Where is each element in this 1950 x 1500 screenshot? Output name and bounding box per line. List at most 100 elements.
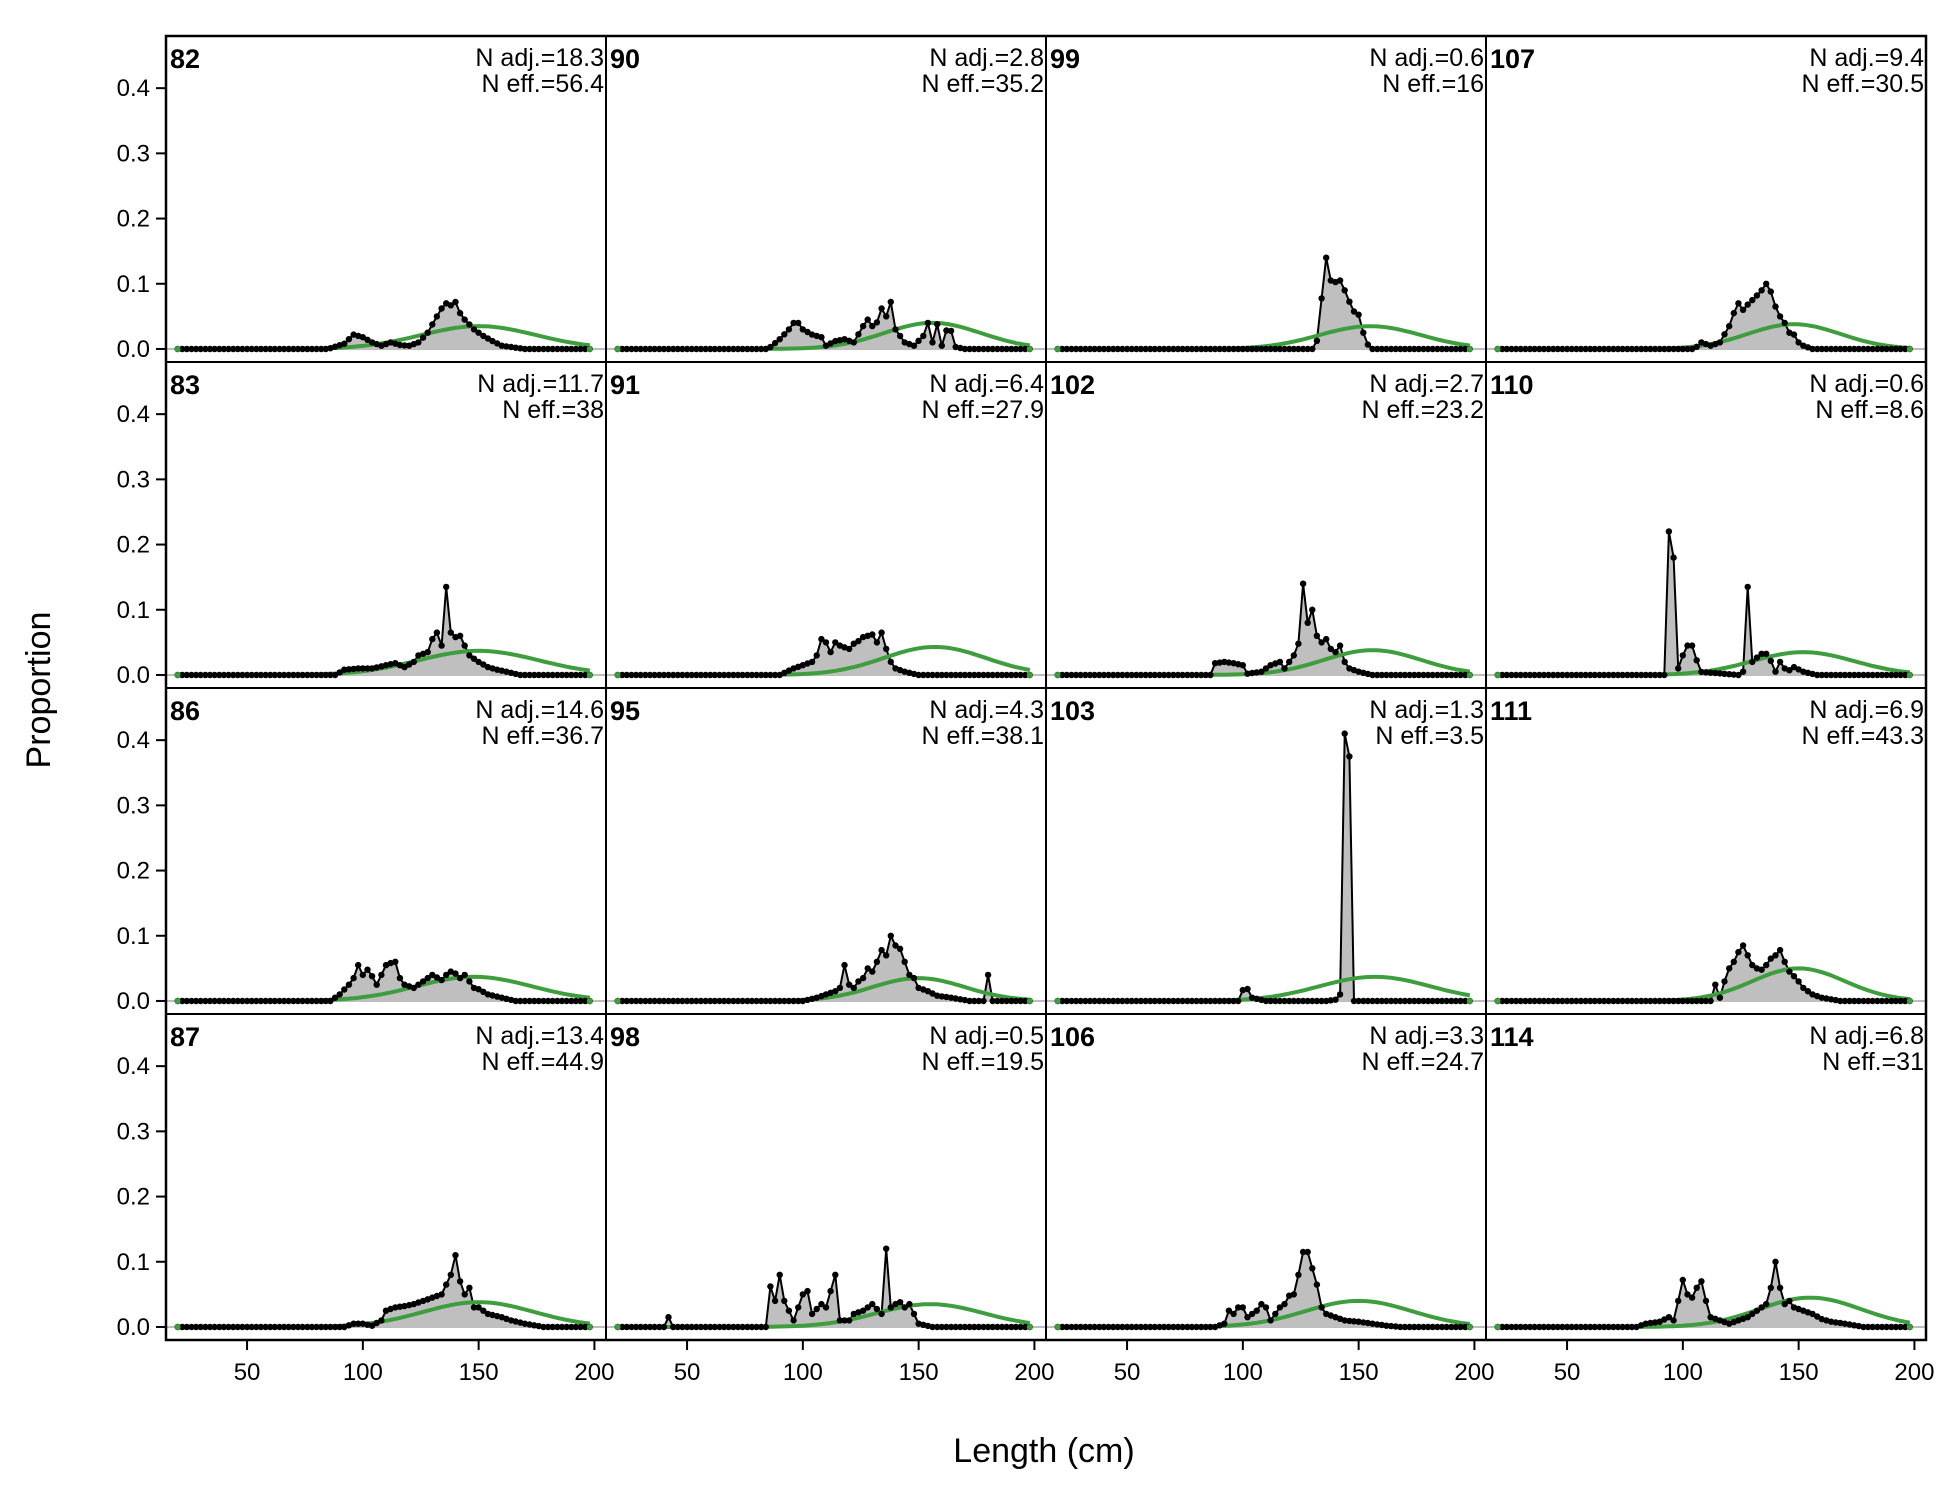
observed-point: [1739, 306, 1747, 313]
observed-point: [646, 1323, 654, 1331]
observed-point: [1512, 997, 1520, 1005]
observed-point: [1772, 668, 1779, 675]
observed-point: [1874, 997, 1881, 1005]
observed-point: [1346, 753, 1353, 760]
n-adj-label: N adj.=6.9: [1809, 696, 1924, 724]
observed-point: [1568, 1323, 1575, 1331]
observed-point: [748, 345, 756, 353]
observed-point: [1221, 1320, 1228, 1327]
observed-point: [1684, 1291, 1691, 1298]
observed-point: [1100, 1323, 1108, 1331]
observed-point: [1424, 1323, 1432, 1331]
observed-point: [1679, 997, 1687, 1005]
observed-point: [1063, 671, 1071, 679]
observed-point: [243, 1323, 251, 1331]
observed-point: [1651, 671, 1659, 679]
expected-point: [1494, 1324, 1501, 1330]
observed-point: [1841, 671, 1849, 679]
observed-point: [734, 1323, 742, 1331]
observed-point: [665, 671, 672, 679]
observed-point: [1239, 662, 1247, 669]
y-tick-label: 0.3: [117, 140, 150, 167]
observed-point: [225, 671, 232, 679]
expected-point: [174, 1324, 181, 1330]
observed-point: [1795, 978, 1802, 985]
observed-point: [1156, 671, 1163, 679]
observed-point: [1420, 345, 1427, 353]
observed-point: [1753, 292, 1761, 299]
panel-102: 102 N adj.=2.7N eff.=23.2: [1045, 361, 1487, 689]
observed-point: [674, 1323, 681, 1331]
observed-point: [1374, 997, 1381, 1005]
y-axis-ticks: 0.0 0.1 0.2 0.3 0.4 0.0 0.1 0.2 0.3 0.4 0.0 0.1 0.2 0…: [117, 75, 166, 1341]
observed-point: [1888, 671, 1895, 679]
observed-point: [832, 1271, 839, 1279]
observed-point: [943, 671, 950, 679]
observed-point: [452, 1252, 459, 1259]
observed-point: [1883, 1323, 1890, 1331]
observed-point: [239, 997, 246, 1005]
observed-point: [1174, 997, 1182, 1005]
observed-point: [1827, 671, 1835, 679]
expected-point: [586, 346, 593, 352]
observed-point: [1151, 997, 1159, 1005]
observed-point: [461, 316, 468, 323]
observed-point: [350, 1320, 357, 1327]
observed-point: [1767, 657, 1775, 664]
observed-point: [758, 997, 765, 1005]
observed-point: [1795, 339, 1802, 346]
observed-point: [248, 997, 255, 1005]
observed-point: [943, 327, 950, 334]
observed-point: [1003, 997, 1010, 1005]
panel-label: 98: [610, 1022, 640, 1052]
observed-point: [1600, 345, 1608, 353]
n-adj-label: N adj.=6.8: [1809, 1022, 1924, 1050]
observed-point: [1360, 997, 1367, 1005]
observed-point: [679, 997, 686, 1005]
observed-point: [697, 1323, 705, 1331]
observed-point: [984, 971, 992, 979]
panel-label: 114: [1490, 1022, 1534, 1052]
observed-point: [1462, 345, 1469, 353]
observed-point: [424, 974, 431, 982]
observed-point: [1165, 345, 1172, 353]
observed-point: [1869, 671, 1876, 679]
observed-point: [544, 997, 552, 1005]
observed-point: [989, 1323, 996, 1331]
observed-point: [188, 671, 195, 679]
observed-point: [299, 997, 306, 1005]
observed-point: [401, 342, 408, 349]
observed-point: [1610, 1323, 1617, 1331]
observed-point: [961, 1323, 969, 1331]
observed-point: [1851, 671, 1858, 679]
observed-point: [1309, 1265, 1316, 1272]
observed-point: [257, 345, 265, 353]
observed-point: [248, 345, 255, 353]
observed-point: [1633, 345, 1640, 353]
observed-point: [1841, 997, 1849, 1005]
observed-point: [1086, 345, 1094, 353]
observed-area: [1497, 283, 1910, 349]
n-eff-label: N eff.=36.7: [481, 722, 604, 750]
observed-point: [808, 1310, 816, 1318]
observed-point: [290, 1323, 297, 1331]
observed-point: [230, 671, 237, 679]
expected-point: [1906, 998, 1913, 1004]
x-axis-label: Length (cm): [953, 1432, 1134, 1470]
expected-point: [1494, 998, 1501, 1004]
observed-point: [660, 671, 668, 679]
observed-point: [1137, 997, 1145, 1005]
observed-point: [1387, 671, 1395, 679]
observed-point: [1434, 997, 1441, 1005]
observed-point: [1443, 671, 1450, 679]
observed-point: [1837, 345, 1844, 353]
observed-point: [294, 1323, 302, 1331]
observed-point: [1086, 997, 1094, 1005]
panel-label: 102: [1050, 370, 1095, 400]
observed-point: [753, 345, 760, 353]
observed-point: [577, 671, 584, 679]
observed-point: [878, 305, 885, 312]
observed-point: [1665, 345, 1673, 353]
observed-point: [243, 997, 251, 1005]
observed-point: [1582, 997, 1589, 1005]
